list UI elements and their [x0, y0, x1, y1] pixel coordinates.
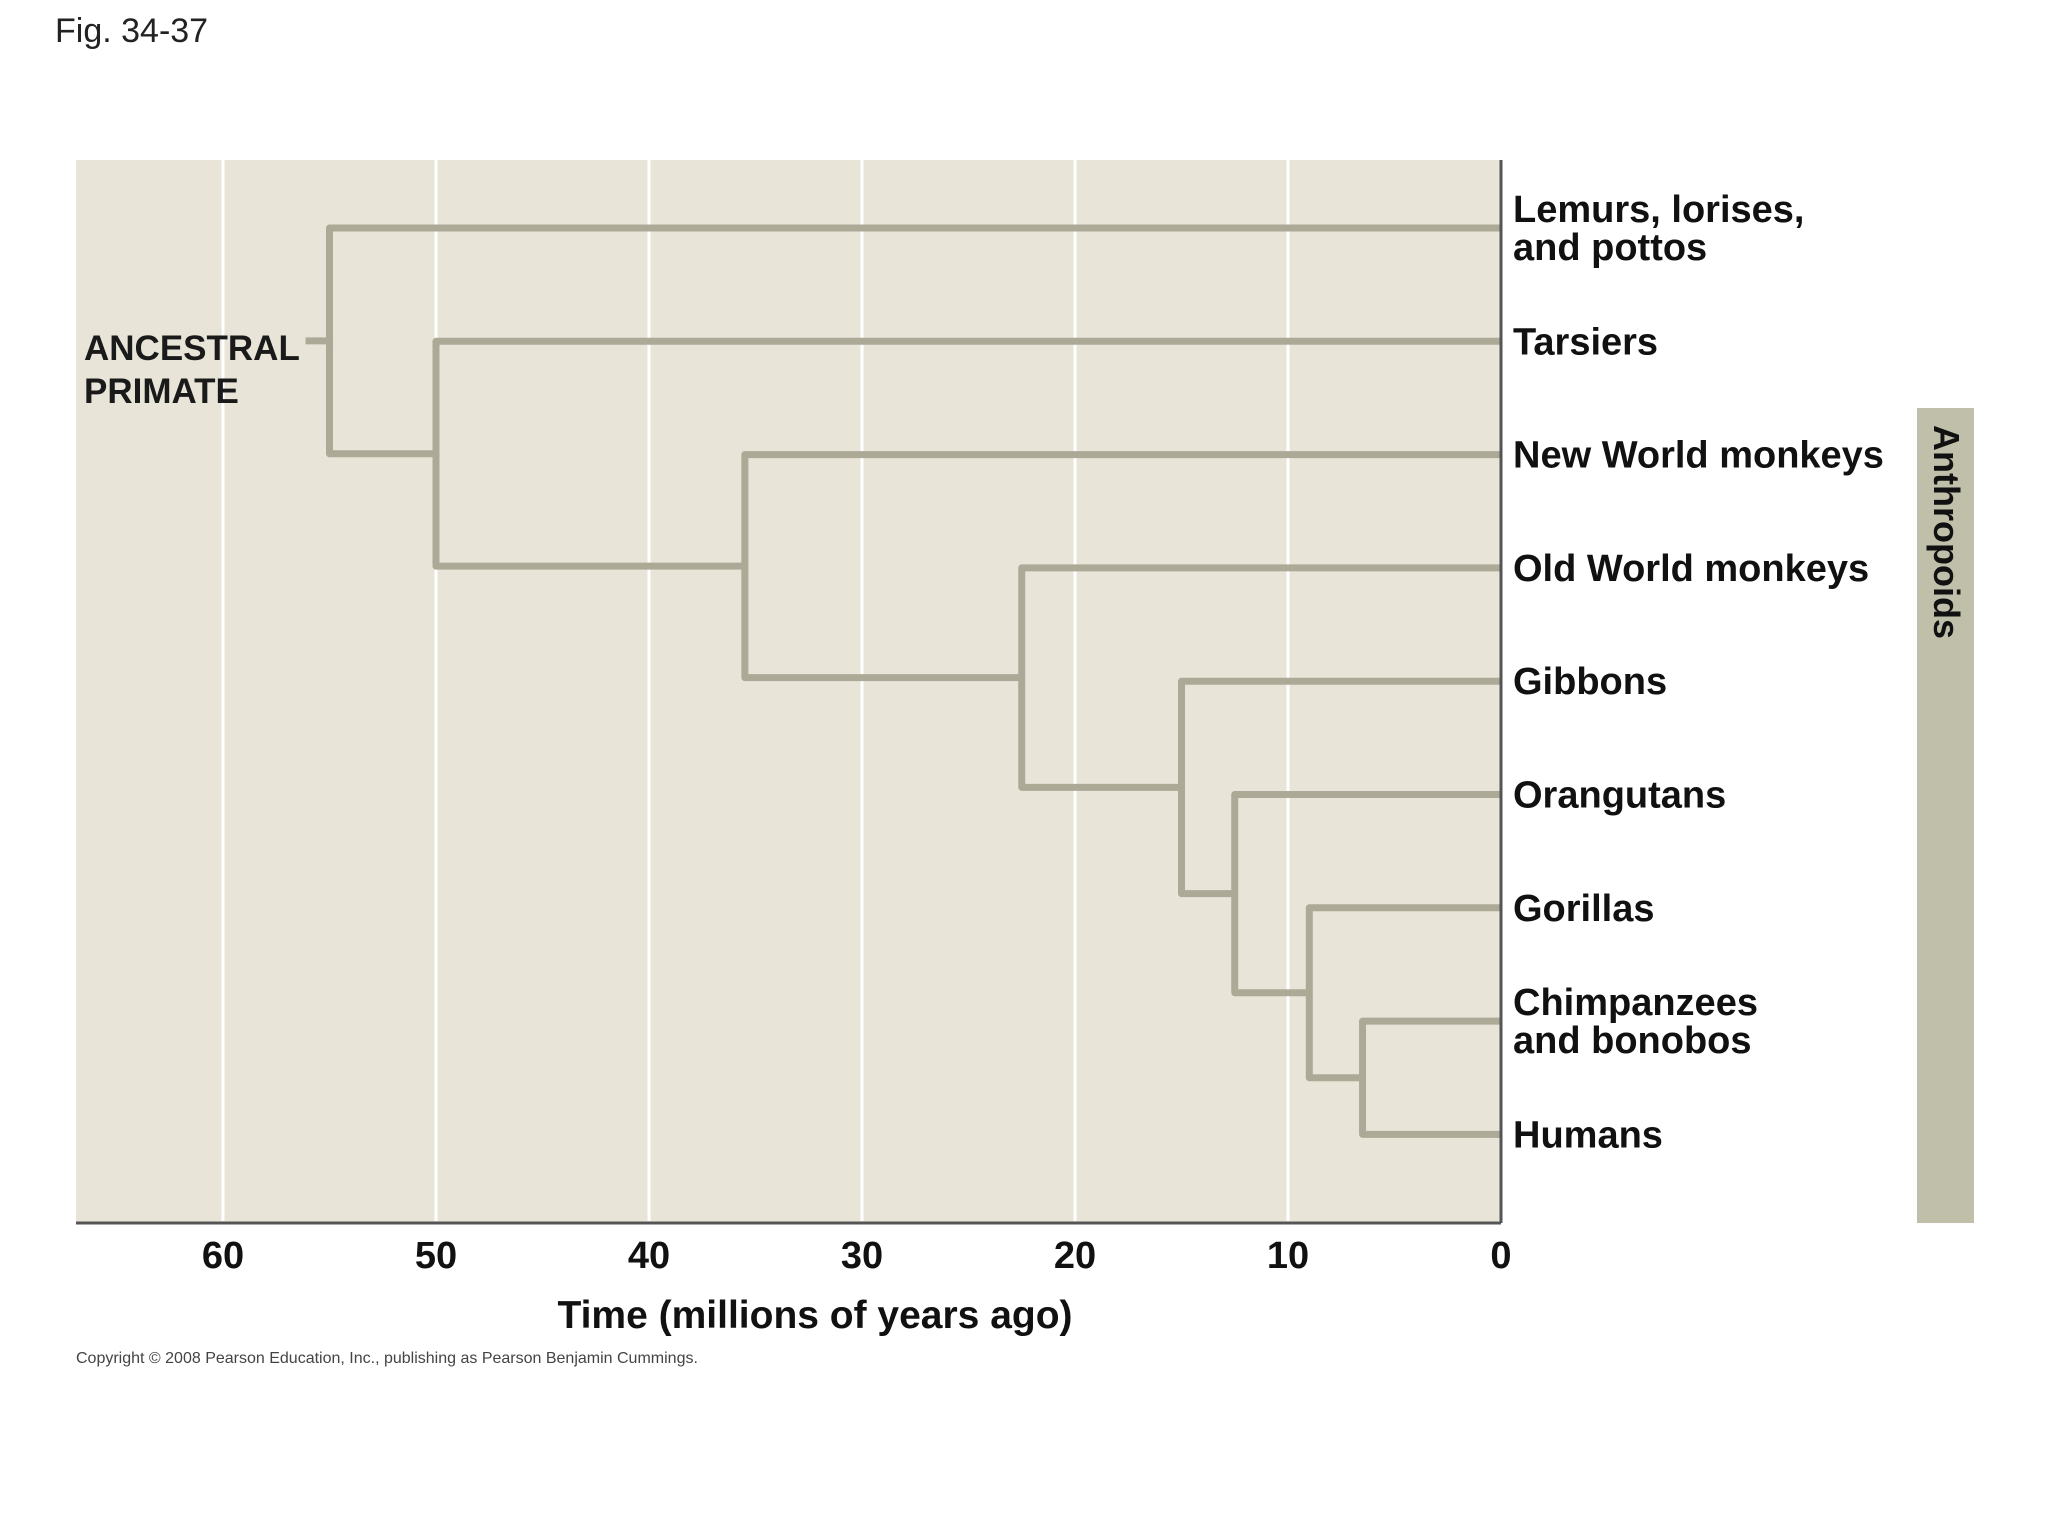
branch-n_hc [1359, 1017, 1501, 1138]
taxon-label-line: Gorillas [1513, 888, 1655, 930]
tick-label: 30 [841, 1235, 883, 1277]
tick-label: 0 [1490, 1235, 1511, 1277]
branch-n_anthro [741, 451, 1501, 682]
copyright-notice: Copyright © 2008 Pearson Education, Inc.… [76, 1350, 698, 1367]
taxon-label-owm: Old World monkeys [1513, 548, 1869, 590]
axis-ticks: 60 50 40 30 20 10 0 [202, 1235, 1512, 1277]
taxon-label-humans: Humans [1513, 1114, 1663, 1156]
tick-label: 40 [628, 1235, 670, 1277]
taxon-label-line: Tarsiers [1513, 321, 1658, 363]
taxon-label-nwm: New World monkeys [1513, 435, 1884, 477]
branch-n_catarr [1018, 564, 1501, 791]
branch-n_afr [1305, 904, 1501, 1082]
figure-caption: Fig. 34-37 [55, 12, 209, 50]
root-label-line-1: ANCESTRAL [84, 329, 299, 368]
taxon-label-line: Lemurs, lorises, [1513, 189, 1804, 231]
taxon-label-line: Orangutans [1513, 775, 1726, 817]
taxon-label-line: Gibbons [1513, 661, 1667, 703]
tick-label: 20 [1054, 1235, 1096, 1277]
taxon-label-line: and bonobos [1513, 1020, 1752, 1062]
axis-title: Time (millions of years ago) [557, 1294, 1072, 1337]
root-label: ANCESTRAL PRIMATE [84, 329, 309, 411]
branch-n_haplo [432, 337, 1501, 570]
gridlines [221, 160, 1290, 1221]
anthropoids-label: Anthropoids [1926, 425, 1967, 639]
tick-label: 10 [1267, 1235, 1309, 1277]
taxon-label-line: and pottos [1513, 227, 1707, 269]
taxon-label-tarsiers: Tarsiers [1513, 321, 1658, 363]
plot-panel [76, 160, 1501, 1223]
tick-label: 50 [415, 1235, 457, 1277]
taxon-label-orangutans: Orangutans [1513, 775, 1726, 817]
anthropoids-bracket [1917, 408, 1974, 1223]
root-label-line-2: PRIMATE [84, 372, 239, 411]
tick-label: 60 [202, 1235, 244, 1277]
taxon-label-line: Humans [1513, 1114, 1663, 1156]
taxon-label-gibbons: Gibbons [1513, 661, 1667, 703]
taxon-label-line: New World monkeys [1513, 435, 1884, 477]
taxon-label-gorillas: Gorillas [1513, 888, 1655, 930]
taxon-label-line: Chimpanzees [1513, 982, 1758, 1024]
taxon-labels: Lemurs, lorises, and pottos Tarsiers New Wo… [1513, 189, 1884, 1156]
branches [305, 224, 1501, 1138]
taxon-label-line: Old World monkeys [1513, 548, 1869, 590]
branch-n_great [1231, 791, 1501, 997]
taxon-label-lemurs: Lemurs, lorises, and pottos [1513, 189, 1804, 269]
taxon-label-chimps: Chimpanzees and bonobos [1513, 982, 1758, 1062]
branch-n_apes [1178, 677, 1501, 898]
